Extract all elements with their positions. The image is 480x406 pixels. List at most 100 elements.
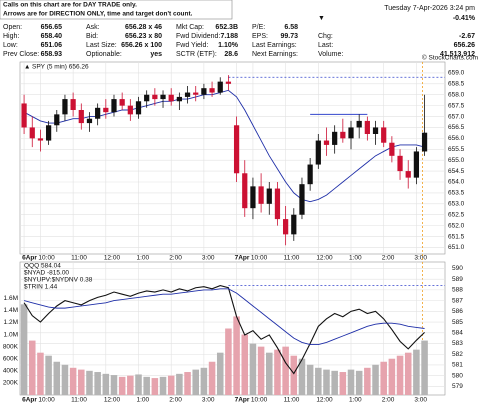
x-tick-label: 11:00 <box>71 255 87 262</box>
y-tick-label: 657.0 <box>448 113 465 120</box>
volume-bar <box>143 376 150 395</box>
volume-bar <box>200 367 208 395</box>
x-tick-label: 1:00 <box>349 255 362 262</box>
candle-body <box>119 99 125 106</box>
volume-bar <box>388 358 396 395</box>
x-tick-label: 3:00 <box>414 255 427 262</box>
volume-bar <box>110 375 118 395</box>
y-tick-label: 653.0 <box>448 201 465 208</box>
candle-body <box>389 142 395 156</box>
volume-bar <box>159 376 167 395</box>
change-pct: -0.41% <box>453 15 476 22</box>
volume-bar <box>28 340 36 395</box>
y-tick-label: 658.5 <box>448 81 465 88</box>
datetime: Tuesday 7-Apr-2026 3:24 pm <box>384 5 475 12</box>
volume-bar <box>151 378 159 395</box>
x-tick-label: 2:00 <box>382 397 395 404</box>
volume-bar <box>421 340 428 395</box>
candle-body <box>299 184 305 215</box>
x-tick-label: 2:00 <box>169 397 182 404</box>
line <box>23 288 425 346</box>
candle-body <box>152 94 158 100</box>
field-label: Fwd Dividend: <box>176 33 220 40</box>
y-tick-label: 659.0 <box>448 70 465 77</box>
candle-body <box>381 127 387 143</box>
field-value: 7.188 <box>220 33 238 40</box>
volume-bar <box>339 372 347 395</box>
x-tick-label: 10:00 <box>251 397 268 404</box>
candle-body <box>201 88 207 95</box>
y-tick-label: 587 <box>452 297 463 304</box>
x-tick-label: 2:00 <box>169 255 182 262</box>
field-value: yes <box>150 51 162 58</box>
field-value: 656.26 <box>454 42 476 49</box>
candle-body <box>250 186 256 209</box>
candle-body <box>315 140 321 165</box>
y-tick-label: 583 <box>452 340 463 347</box>
field-label: Last Size: <box>86 42 117 49</box>
field-label: EPS: <box>252 33 268 40</box>
volume-bar <box>86 370 93 395</box>
volume-bar <box>69 367 77 395</box>
candle-body <box>348 127 354 139</box>
volume-bar <box>323 369 330 395</box>
y-tick-label: 652.5 <box>448 211 465 218</box>
candle-body <box>45 125 52 141</box>
watermark: © StockCharts.com <box>422 54 478 62</box>
y-tick-label: 1.0M <box>4 331 18 338</box>
legend-marker: ▲ <box>24 64 30 71</box>
y-tick-label: 655.0 <box>448 157 465 164</box>
line <box>23 89 425 203</box>
candle-body <box>127 105 133 115</box>
x-tick-label: 7Apr <box>235 397 250 404</box>
y-tick-label: 588 <box>452 287 463 294</box>
y-tick-label: 584 <box>452 330 463 337</box>
volume-bar <box>225 328 232 395</box>
volume-bar <box>364 367 371 395</box>
candle-body <box>54 114 60 126</box>
candle-body <box>62 99 68 115</box>
candle-body <box>70 99 76 110</box>
field-label: Chg: <box>318 33 333 40</box>
volume-bar <box>118 376 126 395</box>
candle-body <box>421 132 428 152</box>
candle-body <box>266 188 272 204</box>
field-label: P/E: <box>252 24 265 31</box>
candle-body <box>413 151 420 178</box>
x-tick-label: 1:00 <box>137 255 150 262</box>
volume-bar <box>380 361 387 395</box>
y-tick-label: 200K <box>3 380 19 387</box>
candle-body <box>103 107 109 113</box>
y-tick-label: 600K <box>3 355 19 362</box>
volume-bar <box>266 352 273 395</box>
y-tick-label: 655.5 <box>448 146 465 153</box>
volume-bar <box>257 346 265 395</box>
field-label: Volume: <box>318 51 343 58</box>
candle-body <box>78 110 84 124</box>
volume-bar <box>372 364 379 395</box>
volume-bar <box>241 334 249 395</box>
candle-body <box>184 92 191 97</box>
field-label: Prev Close: <box>3 51 39 58</box>
field-label: Optionable: <box>86 51 122 58</box>
field-value: 41,513,912 <box>440 51 475 58</box>
volume-bar <box>396 355 404 395</box>
candle-body <box>29 127 35 139</box>
notice-box <box>0 0 233 20</box>
volume-bar <box>315 367 322 395</box>
legend: $TRIN 1.44 <box>24 284 58 291</box>
candle-body <box>397 155 403 172</box>
field-value: 99.73 <box>280 33 298 40</box>
candle-body <box>323 140 330 145</box>
candle-body <box>242 173 248 209</box>
line <box>23 285 425 375</box>
legend: $NYAD -815.00 <box>24 270 69 277</box>
x-tick-label: 12:00 <box>316 255 333 262</box>
y-tick-label: 400K <box>3 368 19 375</box>
candle-body <box>135 101 142 115</box>
y-tick-label: 580 <box>452 372 463 379</box>
candle-body <box>217 81 223 93</box>
y-tick-label: 585 <box>452 319 463 326</box>
field-label: High: <box>3 33 19 40</box>
volume-bar <box>208 361 216 395</box>
